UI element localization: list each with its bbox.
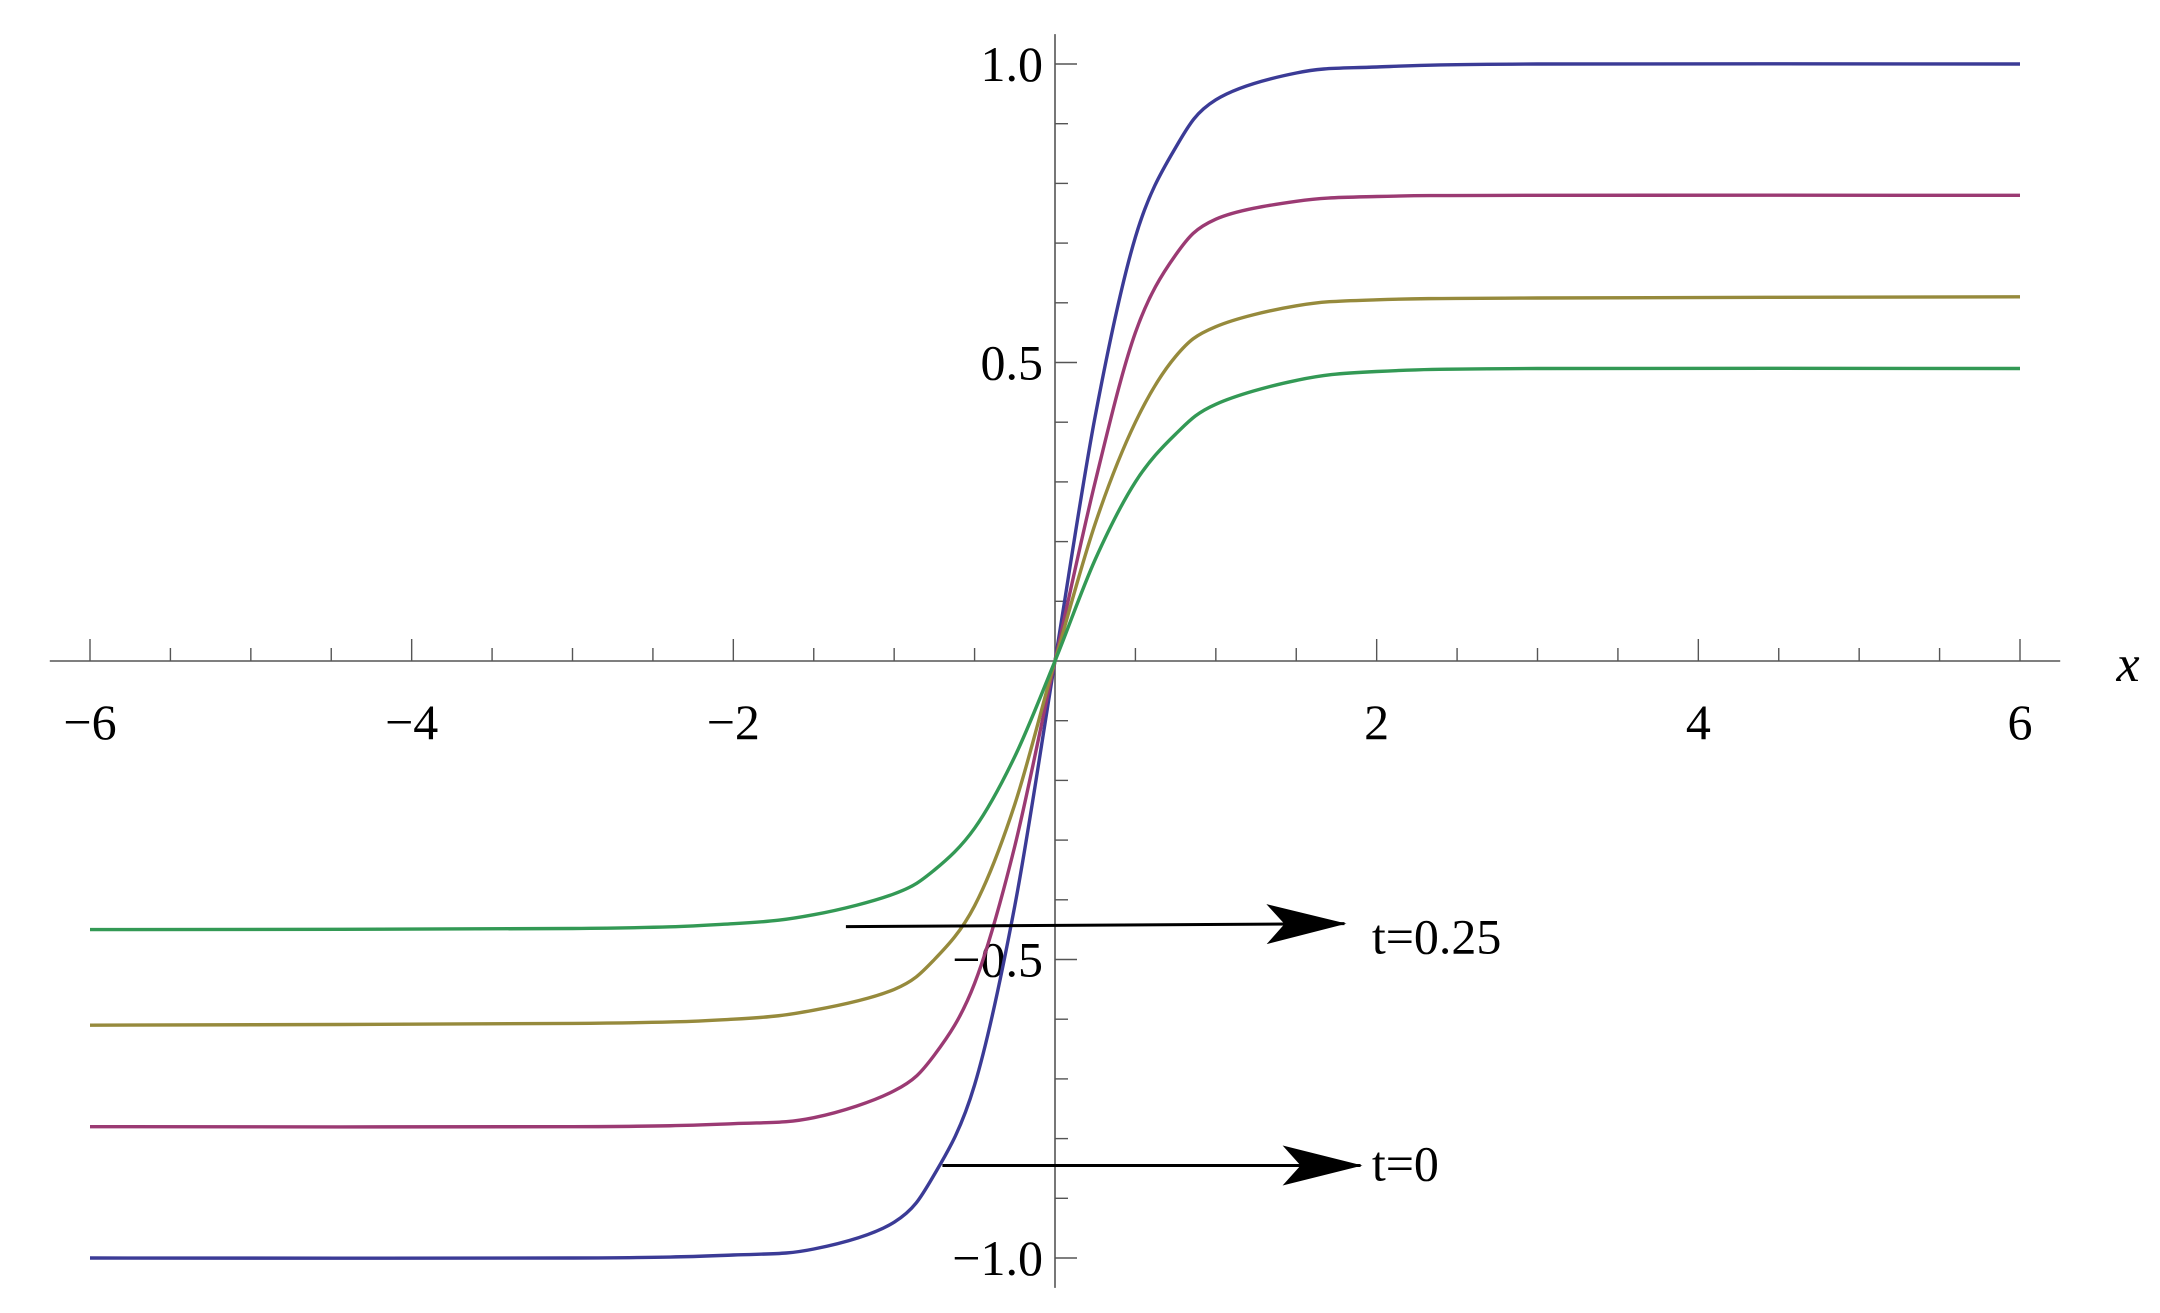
y-tick-label: −1.0 <box>952 1230 1043 1286</box>
series-line-4 <box>89 366 2021 932</box>
series-group <box>89 62 2021 1260</box>
x-tick-label: 2 <box>1364 694 1389 750</box>
annotation-label: t=0 <box>1372 1135 1439 1191</box>
annotation-arrow <box>845 904 1347 945</box>
y-tick-label: 1.0 <box>981 36 1044 92</box>
x-tick-label: −6 <box>63 694 116 750</box>
y-tick-label: 0.5 <box>981 335 1044 391</box>
x-tick-label: 4 <box>1686 694 1711 750</box>
annotation-label: t=0.25 <box>1372 909 1502 965</box>
axes: −6 −4 −2 2 4 6 −1.0 −0.5 0.5 1.0 x <box>49 34 2140 1288</box>
x-tick-label: −2 <box>707 694 760 750</box>
y-tick-label: −0.5 <box>952 932 1043 988</box>
x-axis-title: x <box>2115 636 2139 693</box>
x-tick-label: −4 <box>385 694 438 750</box>
annotations-group: t=0.25 t=0 <box>845 904 1502 1191</box>
x-tick-label: 6 <box>2008 694 2033 750</box>
